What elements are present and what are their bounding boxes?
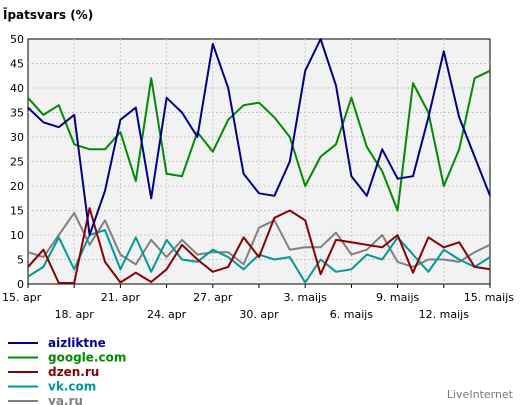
legend-label: aizliktne <box>48 336 106 350</box>
y-tick-label: 40 <box>10 82 24 95</box>
y-tick-label: 0 <box>17 278 24 291</box>
legend-label: vk.com <box>48 380 96 394</box>
x-tick-label: 24. apr <box>147 308 187 321</box>
y-tick-label: 20 <box>10 180 24 193</box>
y-axis: 0 5 10 15 20 25 30 35 40 45 50 <box>10 33 24 291</box>
x-tick-label: 18. apr <box>55 308 95 321</box>
y-tick-label: 35 <box>10 107 24 120</box>
x-tick-label: 6. maijs <box>330 308 374 321</box>
x-tick-label: 12. maijs <box>419 308 470 321</box>
y-tick-label: 45 <box>10 58 24 71</box>
x-tick-label: 21. apr <box>101 291 141 304</box>
chart-title: Īpatsvars (%) <box>3 8 93 22</box>
series-line-aizliktne <box>27 38 491 236</box>
y-tick-label: 15 <box>10 205 24 218</box>
series-line-ya-ru <box>27 211 491 268</box>
y-tick-label: 50 <box>10 33 24 46</box>
x-axis: 15. apr 18. apr 21. apr 24. apr 27. apr 30. a… <box>2 284 514 321</box>
series-line-google-com <box>27 69 491 212</box>
series-lines <box>27 38 491 284</box>
x-tick-label: 15. apr <box>2 291 42 304</box>
y-tick-label: 10 <box>10 229 24 242</box>
x-tick-label: 30. apr <box>239 308 279 321</box>
legend-label: google.com <box>48 351 126 365</box>
credit-text: LiveInternet <box>447 388 514 401</box>
y-tick-label: 30 <box>10 131 24 144</box>
y-tick-label: 25 <box>10 156 24 169</box>
legend-label: dzen.ru <box>48 365 99 379</box>
y-tick-label: 5 <box>17 254 24 267</box>
x-tick-label: 27. apr <box>193 291 233 304</box>
legend-label: ya.ru <box>48 394 83 405</box>
x-tick-label: 9. maijs <box>376 291 420 304</box>
x-tick-label: 3. maijs <box>284 291 328 304</box>
series-line-dzen-ru <box>27 207 491 284</box>
x-tick-label: 15. maijs <box>464 291 515 304</box>
